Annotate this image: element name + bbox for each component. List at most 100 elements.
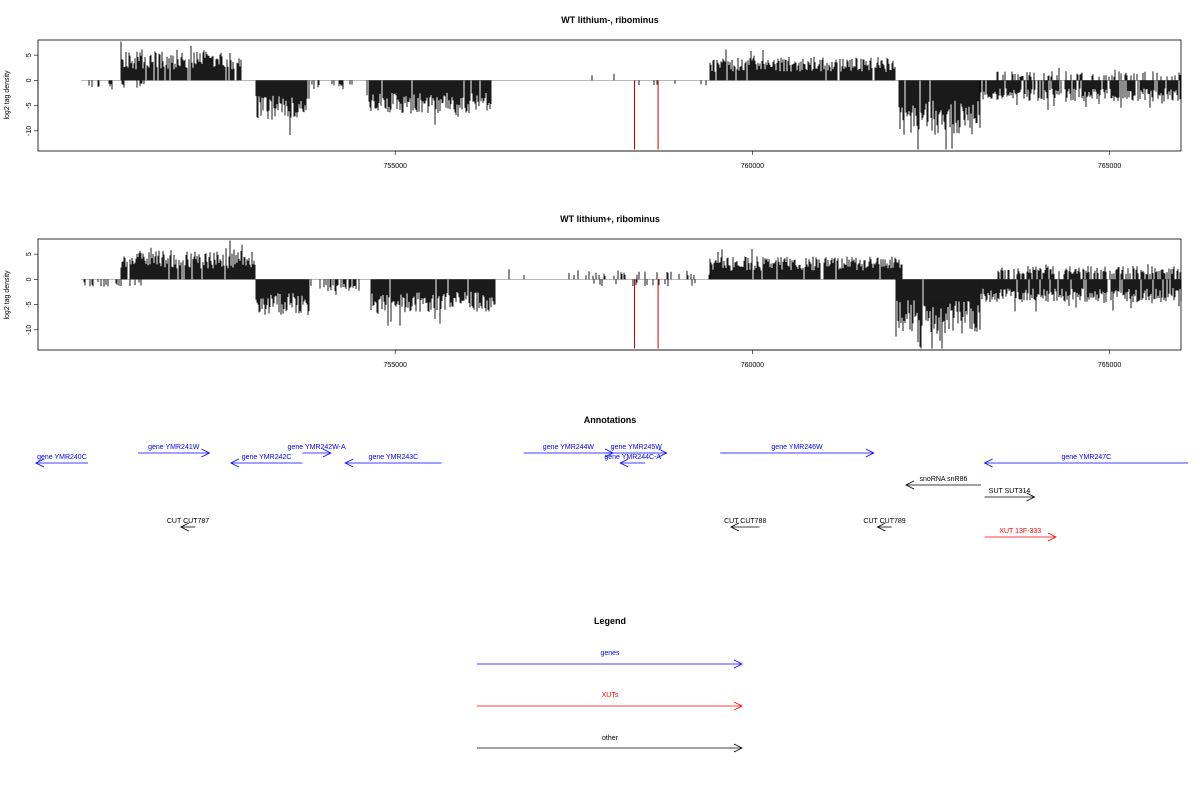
arrow-head-icon [865, 448, 875, 458]
annotation-feature: gene YMR246W [720, 444, 875, 458]
coverage-bar-group [88, 80, 145, 90]
x-tick-label: 755000 [384, 163, 407, 170]
feature-label: CUT CUT787 [167, 518, 209, 525]
y-axis: 5 0 -5 -10 [26, 252, 39, 335]
legend-item-other: other [477, 735, 743, 753]
coverage-bar-group [980, 279, 1182, 312]
legend-item-genes: genes [477, 650, 743, 669]
coverage-panel-lithium-plus: WT lithium+, ribominus log2 tag density … [4, 214, 1182, 369]
legend: Legend genes XUTs other [477, 616, 743, 753]
feature-label: gene YMR242C [242, 454, 292, 461]
x-tick-label: 765000 [1098, 163, 1121, 170]
legend-label: genes [600, 650, 620, 657]
y-tick-label: -5 [26, 301, 33, 307]
coverage-bars [80, 41, 1182, 150]
plot-frame [37, 238, 1182, 351]
arrow-head-icon [619, 458, 629, 468]
arrow-head-icon [322, 448, 332, 458]
annotation-feature: snoRNA snR86 [905, 476, 981, 490]
coverage-bar-group [709, 49, 896, 81]
y-axis: 5 0 -5 -10 [26, 53, 39, 136]
legend-item-xuts: XUTs [477, 692, 743, 711]
arrow-head-icon [658, 448, 668, 458]
annotation-feature: gene YMR247C [983, 454, 1189, 468]
annotation-feature: XUT 13F-333 [984, 528, 1057, 542]
x-axis: 755000 760000 765000 [384, 349, 1121, 369]
coverage-bar-group [997, 264, 1181, 280]
arrow-head-icon [229, 458, 240, 468]
x-tick-label: 755000 [384, 362, 407, 369]
coverage-bar-group [996, 67, 1182, 81]
annotation-feature: gene YMR243C [344, 454, 442, 468]
annotation-feature: gene YMR244W [523, 444, 614, 458]
coverage-bar-group [591, 73, 615, 81]
arrow-head-icon [733, 659, 743, 669]
feature-label: CUT CUT789 [863, 518, 905, 525]
coverage-bar-group [895, 279, 981, 349]
panel-title: WT lithium+, ribominus [560, 214, 660, 224]
y-tick-label: 0 [26, 277, 33, 281]
arrow-head-icon [733, 743, 743, 753]
coverage-bar-group [255, 80, 310, 135]
y-tick-label: 5 [26, 252, 33, 256]
y-tick-label: 0 [26, 78, 33, 82]
annotation-feature: gene YMR240C [34, 454, 89, 468]
annotation-features: gene YMR240C gene YMR241W gene YMR242C gene… [34, 444, 1189, 542]
feature-label: gene YMR244C-A [604, 454, 661, 461]
x-tick-label: 760000 [741, 163, 764, 170]
arrow-head-icon [733, 701, 743, 711]
annotations-title: Annotations [584, 415, 637, 425]
feature-label: gene YMR247C [1062, 454, 1112, 461]
x-axis: 755000 760000 765000 [384, 150, 1121, 170]
annotation-feature: CUT CUT788 [724, 518, 766, 532]
arrow-head-icon [1047, 532, 1057, 542]
coverage-bar-group [638, 80, 707, 86]
annotation-feature: CUT CUT787 [167, 518, 209, 532]
y-tick-label: 5 [26, 53, 33, 57]
coverage-bar-group [255, 279, 310, 316]
coverage-bar-group [593, 279, 696, 287]
feature-label: snoRNA snR86 [920, 476, 968, 483]
annotation-feature: gene YMR241W [138, 444, 211, 458]
x-tick-label: 765000 [1098, 362, 1121, 369]
arrow-head-icon [876, 522, 886, 532]
coverage-bar-group [311, 80, 353, 90]
annotation-feature: gene YMR242C [229, 454, 303, 468]
feature-label: gene YMR242W-A [288, 444, 346, 451]
annotation-feature: gene YMR244C-A [604, 454, 661, 468]
arrow-head-icon [905, 480, 915, 490]
coverage-bars [80, 240, 1182, 349]
feature-label: gene YMR240C [37, 454, 87, 461]
coverage-bar-group [120, 41, 242, 81]
legend-title: Legend [594, 616, 626, 626]
legend-label: other [602, 735, 619, 742]
arrow-head-icon [34, 458, 45, 468]
coverage-bar-group [310, 279, 360, 295]
arrow-head-icon [179, 522, 190, 532]
annotation-feature: gene YMR245W [605, 444, 668, 458]
y-tick-label: -10 [26, 126, 33, 136]
feature-label: gene YMR245W [611, 444, 663, 451]
coverage-bar-group [977, 80, 1182, 110]
coverage-bar-group [568, 270, 711, 280]
annotation-feature: SUT SUT314 [984, 488, 1036, 502]
x-tick-label: 760000 [741, 362, 764, 369]
annotation-feature: CUT CUT789 [863, 518, 906, 532]
arrow-head-icon [983, 458, 993, 468]
arrow-head-icon [201, 448, 211, 458]
coverage-bar-group [508, 269, 525, 280]
y-tick-label: -5 [26, 102, 33, 108]
feature-label: XUT 13F-333 [999, 528, 1041, 535]
panel-title: WT lithium-, ribominus [561, 15, 659, 25]
coverage-bar-group [120, 240, 256, 280]
arrow-head-icon [730, 522, 740, 532]
legend-label: XUTs [602, 692, 619, 699]
annotation-feature: gene YMR242W-A [288, 444, 346, 458]
feature-label: gene YMR246W [771, 444, 823, 451]
feature-label: gene YMR244W [543, 444, 595, 451]
coverage-bar-group [898, 80, 981, 150]
y-axis-label: log2 tag density [4, 270, 11, 320]
y-tick-label: -10 [26, 325, 33, 335]
